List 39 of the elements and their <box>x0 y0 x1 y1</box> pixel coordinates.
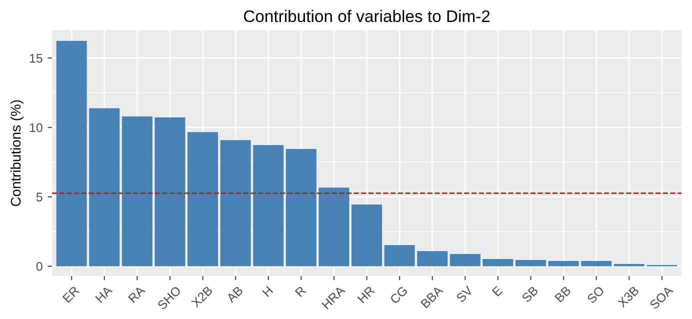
x-tick-label: E <box>492 286 503 297</box>
y-tick-label: 15 <box>30 54 42 63</box>
x-tick-label: ER <box>62 286 80 303</box>
x-tick-label: SB <box>521 286 539 303</box>
bar <box>516 260 546 266</box>
x-tick-label: RA <box>128 285 146 303</box>
chart-title: Contribution of variables to Dim-2 <box>244 10 490 22</box>
bar <box>482 259 514 266</box>
x-tick-label: X2B <box>190 286 213 308</box>
x-tick-label: H <box>262 286 274 298</box>
x-tick-label: R <box>294 286 306 298</box>
bar <box>581 260 612 266</box>
bar <box>286 148 316 266</box>
x-tick-label: SO <box>586 286 605 304</box>
bar <box>122 116 152 266</box>
x-tick-label: AB <box>226 286 244 304</box>
y-tick-label: 0 <box>36 262 42 271</box>
y-tick-label: 10 <box>30 123 42 132</box>
x-tick-label: X3B <box>617 286 640 308</box>
bar <box>417 251 448 266</box>
x-tick-label: BB <box>554 286 572 302</box>
x-tick-label: BBA <box>420 285 444 308</box>
bar <box>318 188 350 266</box>
bar <box>450 254 480 266</box>
x-tick-label: HR <box>357 286 376 304</box>
x-tick-label: SV <box>456 285 474 303</box>
x-tick-label: HA <box>95 285 113 303</box>
bar <box>56 40 87 266</box>
x-tick-label: CG <box>389 286 408 304</box>
bar <box>352 204 382 266</box>
y-axis-title: Contributions (%) <box>10 100 24 206</box>
bar <box>188 132 218 266</box>
bar <box>548 260 579 266</box>
y-tick-label: 5 <box>36 192 42 202</box>
bar <box>89 108 120 266</box>
bar <box>220 140 251 266</box>
bar <box>384 245 415 266</box>
bar <box>154 117 186 266</box>
bar <box>253 145 284 266</box>
